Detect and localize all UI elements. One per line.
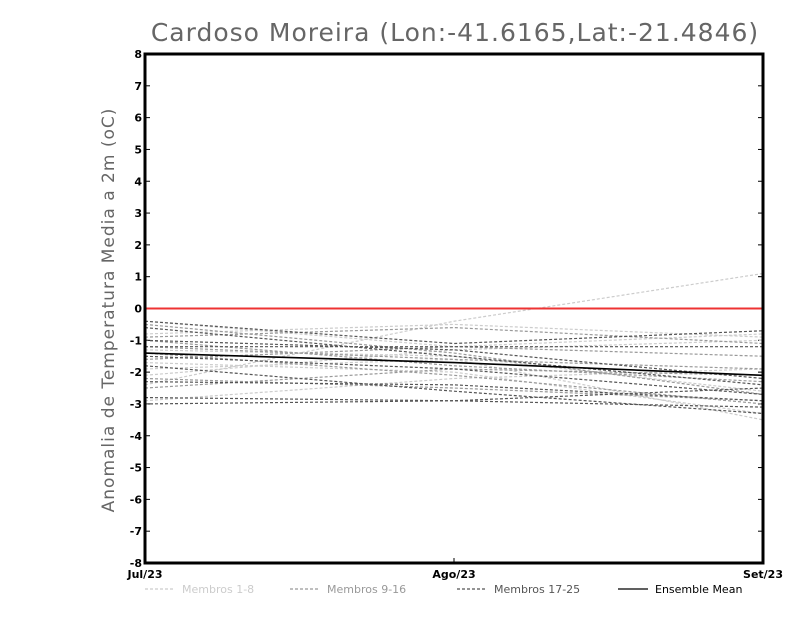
series-line-group1-member5 — [144, 323, 764, 338]
series-line-group3-member1 — [144, 320, 764, 345]
y-tick-label: 3 — [134, 207, 142, 220]
legend-label-4: Ensemble Mean — [655, 583, 742, 596]
series-line-group3-member3 — [144, 387, 764, 402]
y-tick-label: 8 — [134, 48, 142, 61]
y-tick-label: -1 — [130, 334, 142, 347]
y-axis-label: Anomalia de Temperatura Media a 2m (oC) — [99, 108, 119, 513]
series-line-group2-member5 — [144, 346, 764, 370]
series-line-group2-member3 — [144, 323, 764, 395]
series-line-group3-member8 — [144, 381, 764, 402]
legend-label-2: Membros 9-16 — [327, 583, 406, 596]
series-line-group2-member7 — [144, 326, 764, 345]
series-line-group3-member4 — [144, 400, 764, 408]
y-tick-label: 6 — [134, 112, 142, 125]
y-tick-label: -7 — [130, 525, 142, 538]
series-line-group2-member4 — [144, 377, 764, 402]
series-line-group1-member4 — [144, 368, 764, 402]
series-line-group2-member1 — [144, 339, 764, 383]
y-tick-label: 7 — [134, 80, 142, 93]
series-line-group3-member7 — [144, 365, 764, 415]
y-tick-label: 4 — [134, 175, 142, 188]
x-tick-label: Ago/23 — [432, 568, 475, 581]
series-line-group2-member6 — [144, 368, 764, 389]
ensemble-mean-line — [144, 352, 764, 377]
series-line-group1-member1 — [144, 272, 764, 386]
series-line-group3-member9 — [144, 339, 764, 380]
y-tick-label: 5 — [134, 143, 142, 156]
legend: Membros 1-8 Membros 9-16 Membros 17-25 Ense… — [145, 583, 742, 596]
series-line-group2-member8 — [144, 352, 764, 405]
series-line-group2-member2 — [144, 346, 764, 360]
series-line-group3-member6 — [144, 326, 764, 386]
series-line-group1-member2 — [144, 358, 764, 421]
y-tick-label: -4 — [130, 430, 143, 443]
chart-title: Cardoso Moreira (Lon:-41.6165,Lat:-21.48… — [151, 18, 759, 47]
plot-frame — [143, 52, 765, 565]
y-tick-label: -3 — [130, 398, 142, 411]
y-tick-label: 0 — [134, 303, 142, 316]
series-line-group1-member3 — [144, 349, 764, 392]
y-tick-label: 1 — [134, 271, 142, 284]
x-tick-label: Jul/23 — [126, 568, 162, 581]
series-line-group1-member6 — [144, 361, 764, 415]
series-line-group3-member2 — [144, 355, 764, 395]
y-tick-label: -2 — [130, 366, 142, 379]
legend-label-3: Membros 17-25 — [494, 583, 580, 596]
y-tick-label: -6 — [130, 493, 143, 506]
series-line-group1-member8 — [144, 339, 764, 376]
y-tick-label: -5 — [130, 462, 142, 475]
y-tick-label: -8 — [130, 557, 142, 570]
legend-label-1: Membros 1-8 — [182, 583, 254, 596]
y-tick-label: 2 — [134, 239, 142, 252]
x-tick-label: Set/23 — [743, 568, 783, 581]
